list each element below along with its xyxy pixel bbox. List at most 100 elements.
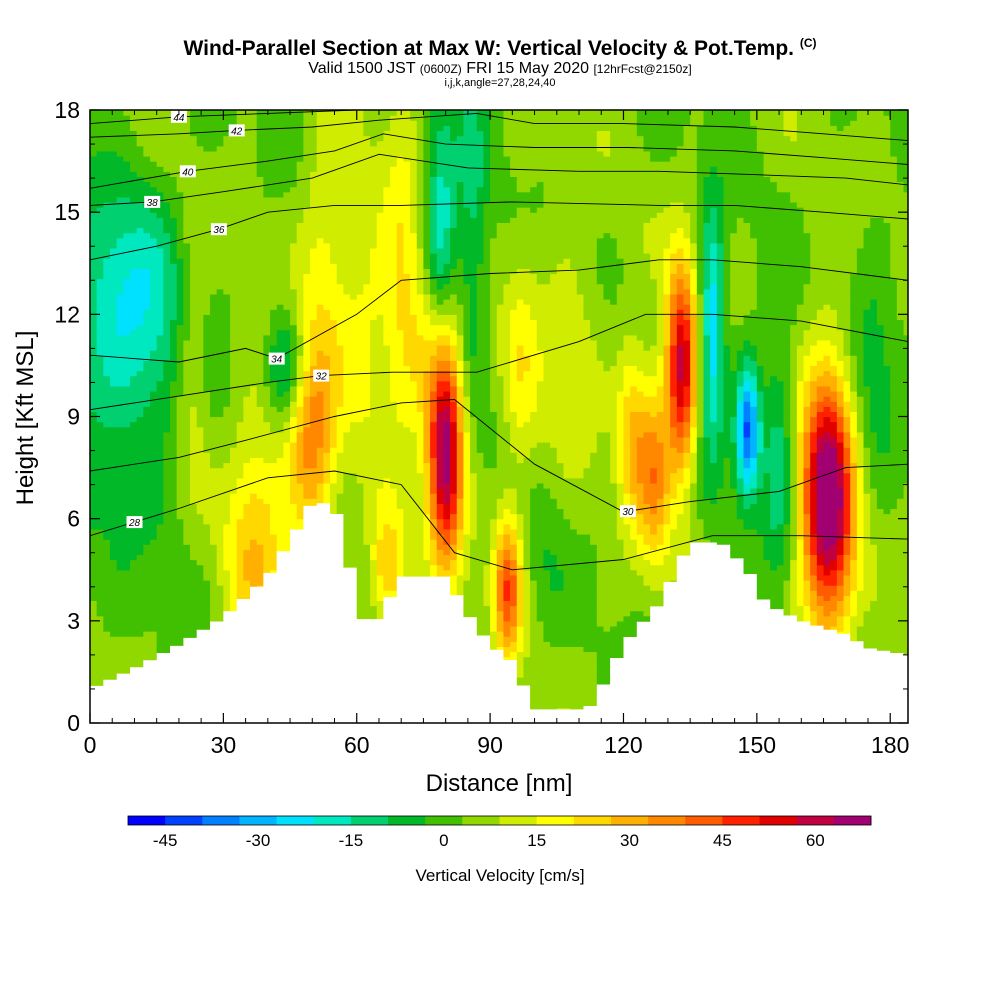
- velocity-cell: [136, 411, 144, 418]
- velocity-cell: [350, 426, 358, 433]
- velocity-cell: [243, 176, 251, 183]
- velocity-cell: [103, 304, 111, 310]
- velocity-cell: [196, 293, 204, 300]
- velocity-cell: [210, 161, 218, 167]
- velocity-cell: [183, 462, 191, 469]
- velocity-cell: [236, 191, 244, 198]
- velocity-cell: [343, 258, 351, 264]
- velocity-cell: [336, 232, 344, 239]
- velocity-cell: [170, 304, 178, 310]
- velocity-cell: [236, 350, 244, 356]
- velocity-cell: [190, 278, 198, 285]
- velocity-cell: [236, 585, 244, 591]
- velocity-cell: [290, 120, 298, 126]
- velocity-cell: [216, 431, 224, 438]
- velocity-cell: [116, 380, 124, 387]
- velocity-cell: [350, 268, 358, 275]
- velocity-cell: [150, 370, 158, 377]
- velocity-cell: [156, 232, 164, 239]
- velocity-cell: [123, 120, 131, 126]
- velocity-cell: [163, 319, 171, 326]
- velocity-cell: [350, 482, 358, 489]
- velocity-cell: [330, 334, 338, 341]
- velocity-cell: [236, 171, 244, 178]
- velocity-cell: [170, 263, 178, 269]
- velocity-cell: [236, 452, 244, 458]
- velocity-cell: [303, 268, 311, 275]
- velocity-cell: [110, 278, 118, 285]
- velocity-cell: [230, 115, 238, 121]
- velocity-cell: [263, 482, 271, 489]
- velocity-cell: [123, 155, 131, 162]
- velocity-cell: [310, 396, 318, 402]
- velocity-cell: [243, 365, 251, 372]
- velocity-cell: [303, 314, 311, 321]
- velocity-cell: [343, 401, 351, 407]
- velocity-cell: [243, 380, 251, 387]
- velocity-cell: [190, 406, 198, 412]
- velocity-cell: [116, 283, 124, 290]
- velocity-cell: [343, 125, 351, 132]
- velocity-cell: [123, 641, 131, 647]
- velocity-cell: [110, 590, 118, 596]
- velocity-cell: [176, 344, 184, 351]
- velocity-cell: [103, 585, 111, 591]
- velocity-cell: [110, 472, 118, 479]
- velocity-cell: [343, 442, 351, 448]
- velocity-cell: [90, 293, 98, 300]
- velocity-cell: [96, 646, 104, 653]
- velocity-cell: [150, 625, 158, 632]
- velocity-cell: [123, 293, 131, 300]
- velocity-cell: [96, 513, 104, 520]
- velocity-cell: [123, 186, 131, 193]
- velocity-cell: [150, 569, 158, 576]
- velocity-cell: [150, 544, 158, 550]
- velocity-cell: [230, 196, 238, 203]
- velocity-cell: [223, 278, 231, 285]
- velocity-cell: [256, 513, 264, 520]
- velocity-cell: [323, 314, 331, 321]
- velocity-cell: [263, 523, 271, 530]
- velocity-cell: [276, 273, 284, 280]
- velocity-cell: [196, 385, 204, 392]
- velocity-cell: [263, 533, 271, 540]
- velocity-cell: [163, 217, 171, 223]
- velocity-cell: [283, 334, 291, 341]
- velocity-cell: [136, 299, 144, 305]
- velocity-cell: [336, 436, 344, 443]
- velocity-cell: [290, 135, 298, 142]
- velocity-cell: [356, 222, 365, 229]
- velocity-cell: [343, 232, 351, 239]
- velocity-cell: [163, 253, 171, 259]
- velocity-cell: [203, 201, 211, 208]
- velocity-cell: [283, 227, 291, 234]
- velocity-cell: [176, 462, 184, 469]
- velocity-cell: [236, 120, 244, 126]
- velocity-cell: [256, 579, 264, 586]
- velocity-cell: [290, 161, 298, 167]
- velocity-cell: [123, 533, 131, 540]
- velocity-cell: [303, 217, 311, 223]
- velocity-cell: [276, 365, 284, 372]
- velocity-cell: [90, 314, 98, 321]
- velocity-cell: [163, 299, 171, 305]
- velocity-cell: [130, 625, 138, 632]
- velocity-cell: [116, 498, 124, 504]
- velocity-cell: [136, 222, 144, 229]
- velocity-cell: [156, 482, 164, 489]
- velocity-cell: [163, 559, 171, 566]
- velocity-cell: [96, 574, 104, 581]
- velocity-cell: [143, 181, 151, 188]
- velocity-cell: [96, 595, 104, 601]
- velocity-cell: [230, 544, 238, 550]
- velocity-cell: [203, 620, 211, 627]
- velocity-cell: [196, 605, 204, 612]
- velocity-cell: [190, 355, 198, 361]
- velocity-cell: [150, 416, 158, 423]
- velocity-cell: [156, 539, 164, 545]
- velocity-cell: [176, 411, 184, 418]
- velocity-cell: [90, 196, 98, 203]
- velocity-cell: [356, 150, 365, 157]
- velocity-cell: [356, 462, 365, 469]
- velocity-cell: [276, 523, 284, 530]
